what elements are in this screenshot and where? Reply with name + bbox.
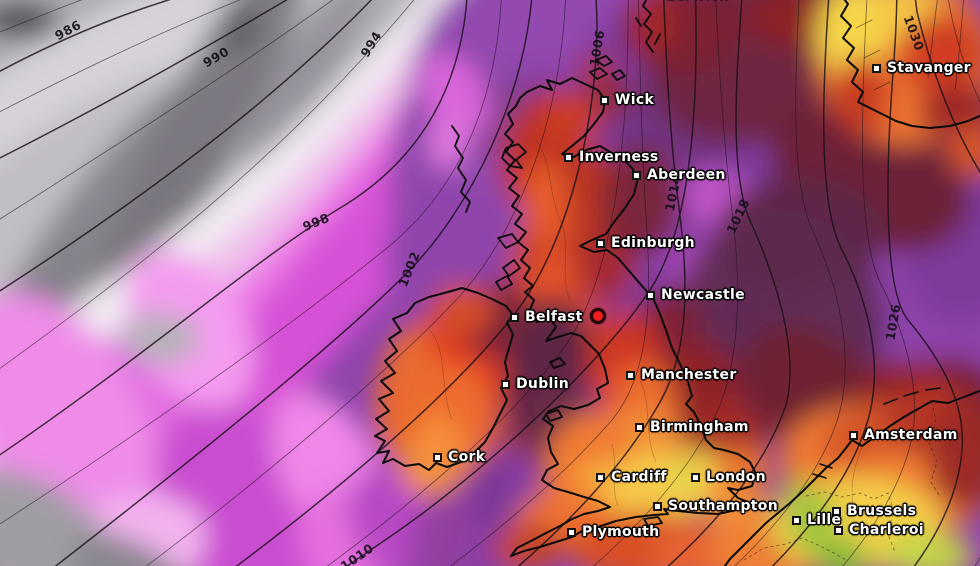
city-label-stavanger: Stavanger bbox=[872, 59, 971, 77]
city-marker-icon bbox=[433, 452, 442, 462]
city-label-edinburgh: Edinburgh bbox=[596, 234, 695, 252]
city-label-amsterdam: Amsterdam bbox=[849, 426, 958, 444]
city-label-southampton: Southampton bbox=[653, 497, 778, 515]
coastlines bbox=[374, 0, 980, 566]
city-label-wick: Wick bbox=[600, 91, 654, 109]
city-name: Manchester bbox=[641, 367, 737, 383]
city-name: Dublin bbox=[516, 376, 569, 392]
city-name: Edinburgh bbox=[611, 235, 695, 251]
city-marker-icon bbox=[653, 501, 662, 511]
city-marker-icon bbox=[872, 63, 881, 73]
city-marker-icon bbox=[632, 170, 641, 180]
city-name: Southampton bbox=[668, 498, 778, 514]
city-label-dublin: Dublin bbox=[501, 375, 569, 393]
city-marker-icon bbox=[646, 290, 655, 300]
city-marker-icon bbox=[834, 525, 843, 535]
city-label-plymouth: Plymouth bbox=[567, 523, 659, 541]
city-label-aberdeen: Aberdeen bbox=[632, 166, 726, 184]
city-marker-icon bbox=[567, 527, 576, 537]
city-marker-icon bbox=[600, 95, 609, 105]
city-name: Birmingham bbox=[650, 419, 749, 435]
city-name: London bbox=[706, 469, 766, 485]
city-label-birmingham: Birmingham bbox=[635, 418, 749, 436]
city-marker-icon bbox=[849, 430, 858, 440]
city-name: Cardiff bbox=[611, 469, 667, 485]
city-marker-icon bbox=[564, 152, 573, 162]
terrain-detail-lines bbox=[429, 139, 863, 515]
city-name: Amsterdam bbox=[864, 427, 958, 443]
city-name: Brussels bbox=[847, 503, 917, 519]
city-marker-icon bbox=[501, 379, 510, 389]
city-marker-icon bbox=[635, 422, 644, 432]
city-marker-icon bbox=[691, 472, 700, 482]
city-marker-icon bbox=[596, 238, 605, 248]
city-label-lerwick: Lerwick bbox=[651, 0, 729, 4]
city-marker-icon bbox=[626, 370, 635, 380]
city-marker-icon bbox=[596, 472, 605, 482]
city-label-belfast: Belfast bbox=[510, 308, 583, 326]
city-name: Charleroi bbox=[849, 522, 924, 538]
city-label-newcastle: Newcastle bbox=[646, 286, 745, 304]
city-label-london: London bbox=[691, 468, 766, 486]
city-label-cork: Cork bbox=[433, 448, 485, 466]
city-name: Plymouth bbox=[582, 524, 660, 540]
city-name: Lille bbox=[807, 512, 842, 528]
city-label-lille: Lille bbox=[792, 511, 841, 529]
city-label-cardiff: Cardiff bbox=[596, 468, 667, 486]
city-label-brussels: Brussels bbox=[832, 502, 916, 520]
city-marker-icon bbox=[832, 506, 841, 516]
city-name: Cork bbox=[448, 449, 486, 465]
country-borders bbox=[743, 401, 940, 561]
city-label-manchester: Manchester bbox=[626, 366, 737, 384]
city-marker-icon bbox=[510, 312, 519, 322]
city-marker-icon bbox=[792, 515, 801, 525]
city-name: Aberdeen bbox=[647, 167, 726, 183]
city-name: Wick bbox=[615, 92, 655, 108]
city-name: Newcastle bbox=[661, 287, 745, 303]
city-name: Belfast bbox=[525, 309, 583, 325]
city-label-inverness: Inverness bbox=[564, 148, 659, 166]
city-name: Stavanger bbox=[887, 60, 971, 76]
city-name: Lerwick bbox=[666, 0, 729, 4]
city-label-charleroi: Charleroi bbox=[834, 521, 924, 539]
city-name: Inverness bbox=[579, 149, 659, 165]
